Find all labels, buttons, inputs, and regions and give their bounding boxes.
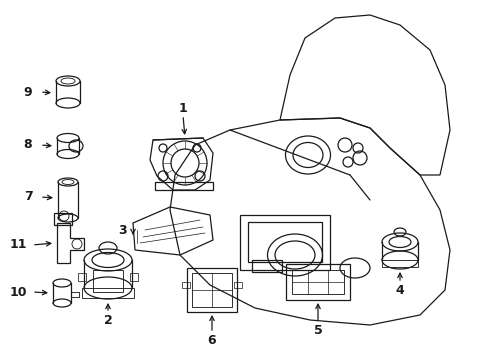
Bar bbox=[248, 222, 322, 262]
Bar bbox=[192, 273, 232, 307]
Bar bbox=[182, 282, 190, 288]
Text: 10: 10 bbox=[9, 285, 27, 298]
Bar bbox=[93, 270, 123, 292]
Text: 7: 7 bbox=[24, 190, 32, 203]
Bar bbox=[382, 260, 418, 267]
Text: 3: 3 bbox=[118, 224, 126, 237]
Bar bbox=[155, 182, 213, 190]
Text: 4: 4 bbox=[395, 284, 404, 297]
Bar bbox=[292, 270, 344, 294]
Bar bbox=[234, 282, 242, 288]
Text: 1: 1 bbox=[179, 102, 187, 114]
Text: 6: 6 bbox=[208, 333, 216, 346]
Bar bbox=[54, 213, 72, 225]
Text: 5: 5 bbox=[314, 324, 322, 337]
Bar bbox=[82, 288, 134, 298]
Text: 11: 11 bbox=[9, 238, 27, 252]
Bar bbox=[240, 215, 330, 270]
Bar bbox=[78, 273, 86, 281]
Bar bbox=[130, 273, 138, 281]
Bar bbox=[252, 260, 282, 272]
Bar bbox=[286, 264, 350, 300]
Text: 8: 8 bbox=[24, 139, 32, 152]
Bar bbox=[187, 268, 237, 312]
Text: 2: 2 bbox=[103, 314, 112, 327]
Text: 9: 9 bbox=[24, 85, 32, 99]
Bar bbox=[71, 292, 79, 297]
